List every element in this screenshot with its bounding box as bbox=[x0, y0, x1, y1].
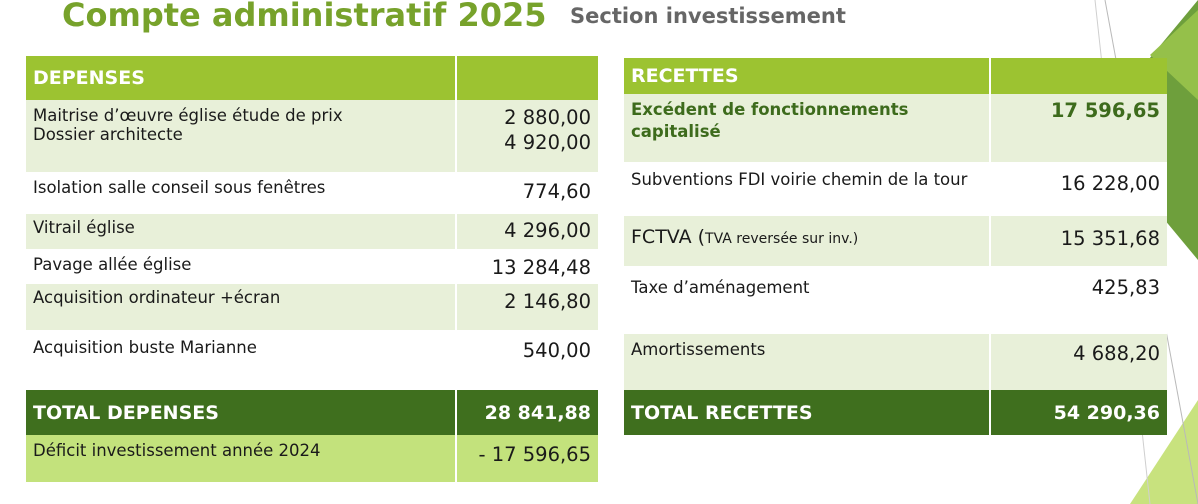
table-row: Vitrail église 4 296,00 bbox=[26, 214, 598, 249]
row-amount: 4 920,00 bbox=[504, 131, 591, 154]
row-label: Excédent de fonctionnements capitalisé bbox=[624, 94, 990, 162]
label-fine: TVA reversée sur inv.) bbox=[705, 231, 859, 247]
table-row: Acquisition ordinateur +écran 2 146,80 bbox=[26, 284, 598, 330]
row-label: Subventions FDI voirie chemin de la tour bbox=[624, 162, 990, 216]
recettes-table: RECETTES Excédent de fonctionnements cap… bbox=[624, 58, 1167, 435]
row-amount: 2 880,00 bbox=[504, 106, 591, 129]
table-row: Pavage allée église 13 284,48 bbox=[26, 249, 598, 284]
deficit-amount: - 17 596,65 bbox=[455, 435, 598, 482]
row-label: Vitrail église bbox=[26, 214, 456, 249]
depenses-table: DEPENSES Maitrise d’œuvre église étude d… bbox=[26, 56, 598, 482]
table-row: FCTVA (TVA reversée sur inv.) 15 351,68 bbox=[624, 216, 1167, 266]
row-amount: 17 596,65 bbox=[989, 94, 1167, 162]
row-label: Pavage allée église bbox=[26, 249, 456, 284]
row-label: Maitrise d’œuvre église étude de prix bbox=[33, 106, 343, 125]
recettes-heading: RECETTES bbox=[624, 58, 990, 94]
row-label: Acquisition ordinateur +écran bbox=[26, 284, 456, 330]
row-amount: 4 296,00 bbox=[455, 214, 598, 249]
row-label: Isolation salle conseil sous fenêtres bbox=[26, 172, 456, 214]
row-amount: 774,60 bbox=[455, 172, 598, 214]
total-amount: 28 841,88 bbox=[455, 390, 598, 435]
page-title: Compte administratif 2025 bbox=[62, 0, 547, 34]
recettes-total-row: TOTAL RECETTES 54 290,36 bbox=[624, 390, 1167, 435]
depenses-total-row: TOTAL DEPENSES 28 841,88 bbox=[26, 390, 598, 435]
table-row: Acquisition buste Marianne 540,00 bbox=[26, 330, 598, 380]
page-subtitle: Section investissement bbox=[570, 4, 846, 28]
row-label: Dossier architecte bbox=[33, 125, 183, 144]
table-row: Isolation salle conseil sous fenêtres 77… bbox=[26, 172, 598, 214]
total-amount: 54 290,36 bbox=[989, 390, 1167, 435]
table-row: Subventions FDI voirie chemin de la tour… bbox=[624, 162, 1167, 216]
recettes-header-row: RECETTES bbox=[624, 58, 1167, 94]
deficit-label: Déficit investissement année 2024 bbox=[26, 435, 456, 482]
deficit-row: Déficit investissement année 2024 - 17 5… bbox=[26, 435, 598, 482]
row-label: FCTVA (TVA reversée sur inv.) bbox=[624, 216, 990, 266]
label-main: FCTVA ( bbox=[631, 226, 706, 248]
depenses-heading: DEPENSES bbox=[26, 56, 456, 100]
table-row: Taxe d’aménagement 425,83 bbox=[624, 266, 1167, 334]
row-amount: 13 284,48 bbox=[455, 249, 598, 284]
row-amount: 4 688,20 bbox=[989, 334, 1167, 390]
table-row: Maitrise d’œuvre église étude de prix Do… bbox=[26, 100, 598, 172]
row-label: Taxe d’aménagement bbox=[624, 266, 990, 334]
depenses-header-row: DEPENSES bbox=[26, 56, 598, 100]
table-row: Excédent de fonctionnements capitalisé 1… bbox=[624, 94, 1167, 162]
total-label: TOTAL DEPENSES bbox=[26, 390, 456, 435]
table-row: Amortissements 4 688,20 bbox=[624, 334, 1167, 390]
row-amount: 16 228,00 bbox=[989, 162, 1167, 216]
row-amount: 2 146,80 bbox=[455, 284, 598, 330]
row-amount: 15 351,68 bbox=[989, 216, 1167, 266]
row-amount: 425,83 bbox=[989, 266, 1167, 334]
total-label: TOTAL RECETTES bbox=[624, 390, 990, 435]
row-amount: 540,00 bbox=[455, 330, 598, 380]
row-label: Acquisition buste Marianne bbox=[26, 330, 456, 380]
row-label: Amortissements bbox=[624, 334, 990, 390]
